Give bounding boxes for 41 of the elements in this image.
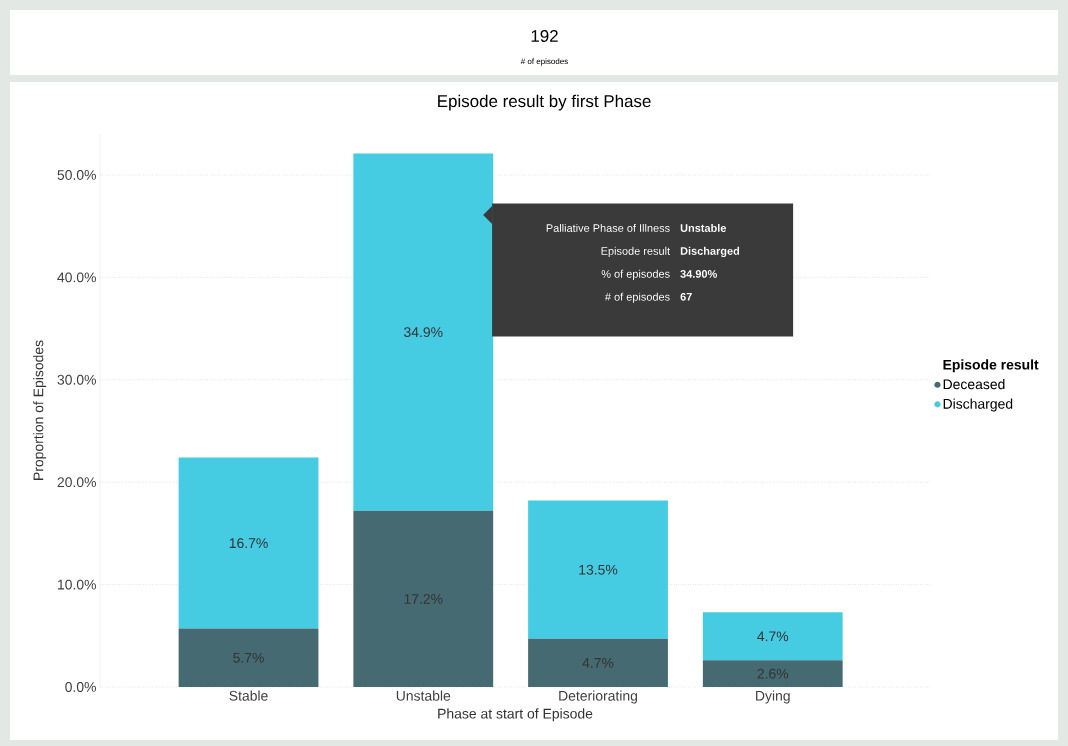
y-tick-label: 0.0% xyxy=(65,682,96,692)
text: 192 xyxy=(531,29,558,42)
bar xyxy=(353,153,494,511)
bar xyxy=(702,660,843,687)
data-label: 5.7% xyxy=(233,652,264,663)
bar xyxy=(528,638,668,687)
data-label: 34.9% xyxy=(404,327,443,338)
y-tick-label: 40.0% xyxy=(57,272,96,283)
bar xyxy=(178,457,319,629)
annotation: # of episodes xyxy=(604,292,670,303)
annotation: 34.90% xyxy=(680,270,717,278)
x-tick-label: Stable xyxy=(229,690,268,701)
legend-label: Discharged xyxy=(943,398,1013,412)
annotation: % of episodes xyxy=(601,269,670,280)
data-label: 2.6% xyxy=(757,668,789,679)
bar xyxy=(702,612,843,661)
data-label: 4.7% xyxy=(757,631,789,642)
chart-title: Episode result by first Phase xyxy=(438,94,651,111)
x-axis-title: Phase at start of Episode xyxy=(438,708,593,722)
legend-title: Episode result xyxy=(943,359,1039,373)
x-tick-label: Unstable xyxy=(396,690,451,701)
annotation: 67 xyxy=(680,292,692,301)
y-tick-label: 10.0% xyxy=(58,579,96,590)
x-tick-label: Dying xyxy=(756,690,790,704)
y-axis-title: Proportion of Episodes xyxy=(33,340,47,480)
annotation: Palliative Phase of Illness xyxy=(546,223,670,232)
annotation: Episode result xyxy=(601,246,671,258)
legend-label: Deceased xyxy=(943,378,1005,390)
y-tick-label: 50.0% xyxy=(57,170,96,180)
data-label: 17.2% xyxy=(404,593,443,604)
data-label: 4.7% xyxy=(582,658,614,668)
bar xyxy=(353,510,494,687)
y-tick-label: 30.0% xyxy=(57,374,96,385)
x-tick-label: Deteriorating xyxy=(559,690,638,704)
bar xyxy=(528,500,668,639)
annotation: Unstable xyxy=(680,223,727,232)
y-tick-label: 20.0% xyxy=(57,477,96,488)
data-label: 13.5% xyxy=(579,564,618,575)
data-label: 16.7% xyxy=(229,538,268,549)
bar xyxy=(178,628,319,687)
annotation: Discharged xyxy=(680,246,740,258)
